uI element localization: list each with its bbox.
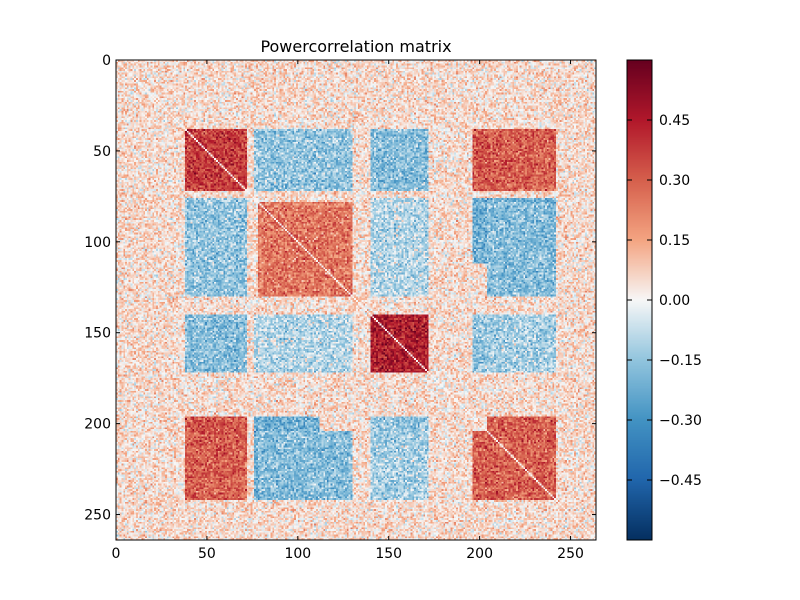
x-tick-label: 100 [284, 546, 311, 562]
colorbar-tick-label: −0.30 [659, 413, 702, 429]
heatmap-plot-area [115, 59, 597, 541]
colorbar-tick-label: −0.15 [659, 353, 702, 369]
y-tick-label: 50 [93, 144, 111, 160]
y-tick-label: 200 [84, 417, 111, 433]
colorbar-tick-label: 0.00 [659, 293, 690, 309]
y-tick-label: 150 [84, 326, 111, 342]
x-tick-label: 50 [198, 546, 216, 562]
colorbar: 0.45 0.30 0.15 0.00 −0.15 −0.30 −0.45 [626, 59, 702, 541]
y-tick-label: 0 [102, 53, 111, 69]
x-tick-label: 250 [557, 546, 584, 562]
colorbar-tick-label: 0.45 [659, 113, 690, 129]
y-tick-label: 100 [84, 235, 111, 251]
heatmap-image [116, 60, 596, 540]
colorbar-tick-label: −0.45 [659, 473, 702, 489]
x-tick-label: 150 [375, 546, 402, 562]
colorbar-ticks: 0.45 0.30 0.15 0.00 −0.15 −0.30 −0.45 [627, 113, 702, 489]
chart-title: Powercorrelation matrix [260, 37, 451, 56]
x-axis: 0 50 100 150 200 250 [112, 60, 584, 562]
colorbar-tick-label: 0.15 [659, 233, 690, 249]
plot-frame [115, 59, 597, 541]
y-axis: 0 50 100 150 200 250 [84, 53, 596, 524]
x-tick-label: 200 [466, 546, 493, 562]
x-tick-label: 0 [112, 546, 121, 562]
y-tick-label: 250 [84, 508, 111, 524]
colorbar-tick-label: 0.30 [659, 173, 690, 189]
